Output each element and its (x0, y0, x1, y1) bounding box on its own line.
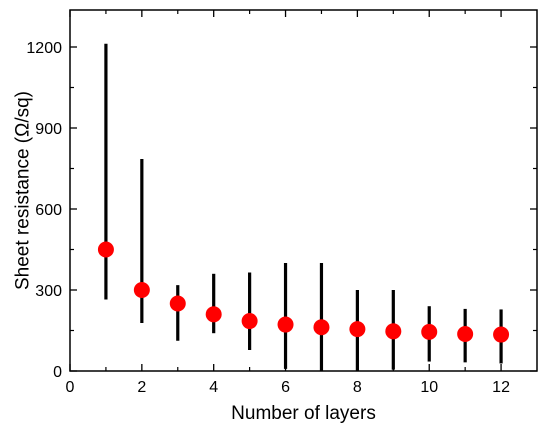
data-point (385, 323, 402, 340)
data-point (349, 321, 366, 338)
x-tick-label: 6 (281, 379, 290, 396)
data-point (277, 316, 294, 333)
data-point (205, 306, 222, 323)
data-point (97, 241, 114, 258)
x-tick-label: 2 (137, 379, 146, 396)
data-points (97, 241, 510, 343)
x-tick-label: 10 (420, 379, 438, 396)
x-tick-label: 12 (492, 379, 510, 396)
y-tick-label: 900 (35, 121, 62, 138)
x-axis-title: Number of layers (231, 403, 376, 424)
x-axis-ticks (69, 10, 502, 371)
data-point (421, 323, 438, 340)
y-axis-title: Sheet resistance (Ω/sq) (13, 91, 34, 290)
data-point (169, 295, 186, 312)
y-tick-label: 300 (35, 283, 62, 300)
y-axis-tick-labels: 0 300 600 900 1200 (26, 40, 62, 381)
y-axis-ticks (70, 46, 537, 372)
data-point (313, 319, 330, 336)
data-point (241, 313, 258, 330)
data-point (133, 282, 150, 298)
x-tick-label: 8 (353, 379, 362, 396)
y-tick-label: 1200 (26, 40, 62, 57)
x-tick-label: 0 (66, 379, 75, 396)
y-tick-label: 0 (53, 364, 62, 381)
x-axis-tick-labels: 0 2 4 6 8 10 12 (66, 379, 511, 396)
y-tick-label: 600 (35, 202, 62, 219)
data-point (493, 326, 510, 343)
plot-frame (69, 9, 538, 372)
data-point (457, 326, 474, 343)
x-tick-label: 4 (209, 379, 218, 396)
